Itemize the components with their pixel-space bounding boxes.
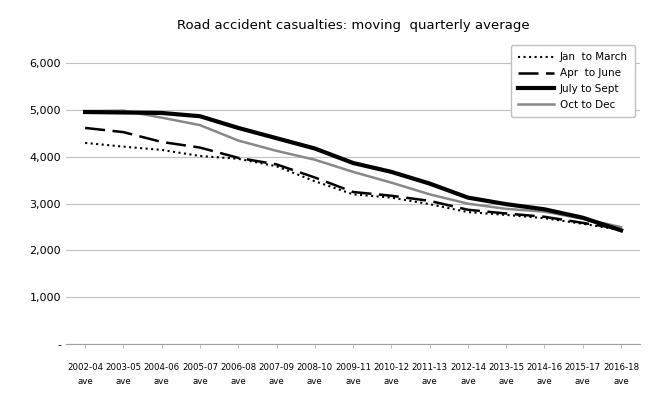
Text: ave: ave [537,377,552,386]
Text: 2004-06: 2004-06 [144,364,180,372]
Text: ave: ave [77,377,93,386]
Text: 2010-12: 2010-12 [374,364,409,372]
Text: ave: ave [345,377,361,386]
Legend: Jan  to March, Apr  to June, July to Sept, Oct to Dec: Jan to March, Apr to June, July to Sept,… [511,45,635,117]
Text: ave: ave [460,377,476,386]
Text: 2016-18: 2016-18 [603,364,639,372]
Text: ave: ave [383,377,399,386]
Text: 2007-09: 2007-09 [259,364,294,372]
Text: ave: ave [498,377,514,386]
Text: ave: ave [422,377,438,386]
Text: 2009-11: 2009-11 [335,364,371,372]
Text: 2006-08: 2006-08 [220,364,256,372]
Text: 2014-16: 2014-16 [527,364,562,372]
Text: 2008-10: 2008-10 [297,364,333,372]
Text: ave: ave [192,377,208,386]
Text: ave: ave [613,377,629,386]
Text: ave: ave [307,377,323,386]
Text: ave: ave [115,377,131,386]
Text: ave: ave [230,377,246,386]
Text: ave: ave [154,377,170,386]
Text: 2013-15: 2013-15 [488,364,524,372]
Text: ave: ave [269,377,284,386]
Text: 2002-04: 2002-04 [67,364,103,372]
Text: 2005-07: 2005-07 [182,364,218,372]
Text: 2003-05: 2003-05 [106,364,141,372]
Text: 2012-14: 2012-14 [450,364,486,372]
Title: Road accident casualties: moving  quarterly average: Road accident casualties: moving quarter… [177,19,529,32]
Text: 2015-17: 2015-17 [565,364,601,372]
Text: 2011-13: 2011-13 [412,364,447,372]
Text: ave: ave [575,377,591,386]
